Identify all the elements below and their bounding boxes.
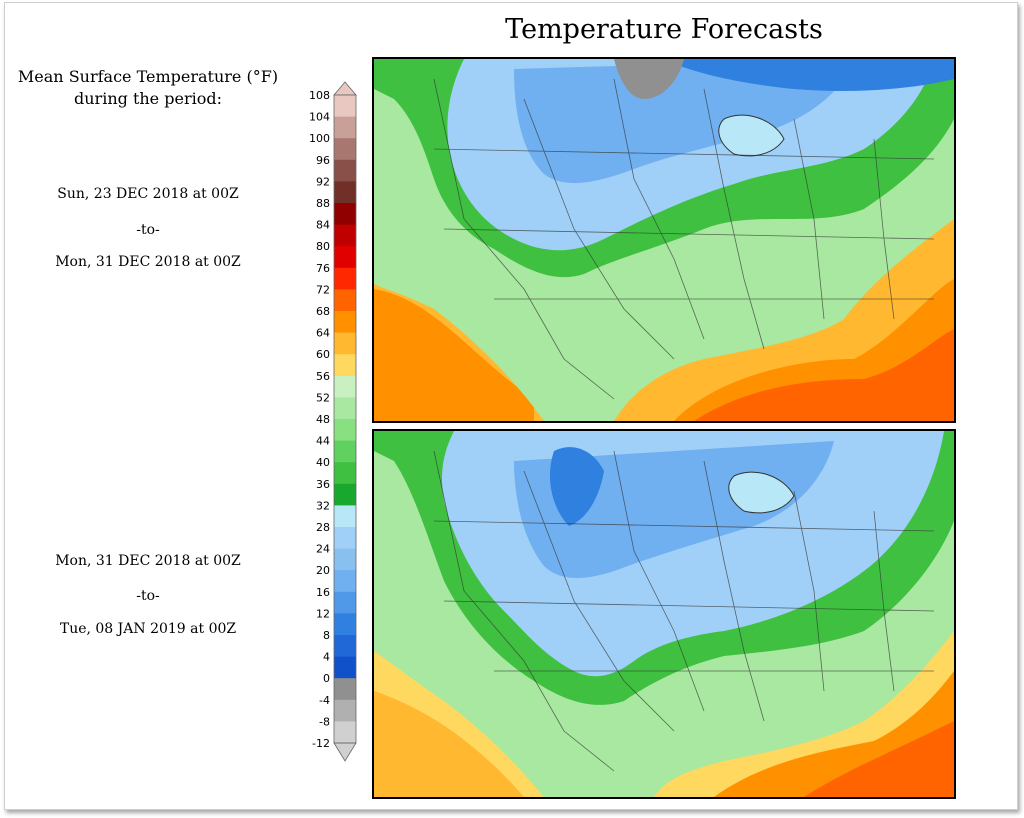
colorbar-swatch — [334, 527, 356, 550]
map2-rockies-cold — [549, 447, 604, 526]
colorbar-tick-label: 64 — [316, 327, 330, 340]
period2-start: Mon, 31 DEC 2018 at 00Z — [55, 553, 241, 569]
colorbar-swatch — [334, 678, 356, 701]
colorbar-tick-label: 84 — [316, 219, 330, 232]
colorbar-tick-label: 4 — [323, 651, 330, 664]
colorbar-swatch — [334, 181, 356, 204]
period2-end: Tue, 08 JAN 2019 at 00Z — [59, 621, 237, 637]
colorbar-swatch — [334, 354, 356, 377]
map-week2-svg — [374, 431, 954, 797]
colorbar-swatch — [334, 138, 356, 161]
period1-start: Sun, 23 DEC 2018 at 00Z — [57, 186, 239, 202]
map-week1-svg — [374, 59, 954, 421]
colorbar-tick-label: 44 — [316, 435, 330, 448]
colorbar-tick-label: 52 — [316, 391, 330, 404]
colorbar-tick-label: 104 — [309, 111, 330, 124]
legend-title-line2: during the period: — [74, 89, 222, 108]
legend-title: Mean Surface Temperature (°F) during the… — [6, 66, 290, 110]
figure-title: Temperature Forecasts — [505, 14, 823, 45]
colorbar-swatch — [334, 440, 356, 463]
colorbar-swatch — [334, 246, 356, 269]
colorbar-tick-label: -12 — [312, 737, 330, 750]
colorbar-tick-label: 68 — [316, 305, 330, 318]
colorbar-swatch — [334, 721, 356, 744]
colorbar-tick-label: 48 — [316, 413, 330, 426]
map2-sw-orange — [374, 691, 524, 797]
colorbar-swatch — [334, 635, 356, 658]
colorbar-tick-label: 28 — [316, 521, 330, 534]
colorbar-tick-label: 16 — [316, 586, 330, 599]
colorbar-bottom-arrow — [333, 742, 357, 762]
period1-separator: -to- — [136, 222, 160, 238]
colorbar-tick-label: 72 — [316, 283, 330, 296]
map1-state-borders — [433, 78, 935, 400]
period1-end: Mon, 31 DEC 2018 at 00Z — [55, 254, 241, 270]
colorbar-swatch — [334, 548, 356, 571]
colorbar-tick-label: 56 — [316, 370, 330, 383]
map2-se-red — [804, 721, 954, 797]
forecast-map-week1 — [372, 57, 956, 423]
colorbar-swatch — [334, 483, 356, 506]
colorbar-tick-label: 108 — [309, 89, 330, 102]
colorbar-swatch — [334, 116, 356, 139]
colorbar-tick-label: 100 — [309, 132, 330, 145]
map1-great-lakes — [718, 114, 785, 157]
colorbar-swatch — [334, 656, 356, 679]
colorbar-swatch — [334, 570, 356, 593]
map1-se-red — [694, 329, 954, 421]
map2-great-lakes — [728, 471, 795, 514]
colorbar-swatch — [334, 613, 356, 636]
colorbar-swatch — [334, 505, 356, 528]
colorbar-swatch — [334, 159, 356, 182]
colorbar-tick-label: 0 — [323, 672, 330, 685]
temperature-colorbar: 1081041009692888480767268646056524844403… — [309, 81, 357, 762]
colorbar-swatch — [334, 699, 356, 722]
colorbar-tick-label: 92 — [316, 175, 330, 188]
colorbar-tick-label: 76 — [316, 262, 330, 275]
colorbar-top-arrow — [333, 81, 357, 96]
colorbar-tick-label: -4 — [319, 694, 330, 707]
colorbar-swatch — [334, 95, 356, 118]
colorbar-swatch — [334, 289, 356, 312]
colorbar-tick-label: 60 — [316, 348, 330, 361]
colorbar-tick-label: 96 — [316, 154, 330, 167]
colorbar-swatch — [334, 375, 356, 398]
forecast-map-week2 — [372, 429, 956, 799]
map1-coldest-zone — [664, 59, 954, 91]
colorbar-swatch — [334, 419, 356, 442]
colorbar-tick-label: 12 — [316, 607, 330, 620]
colorbar-tick-label: 20 — [316, 564, 330, 577]
colorbar-tick-label: 88 — [316, 197, 330, 210]
period2-separator: -to- — [136, 588, 160, 604]
colorbar-swatch — [334, 203, 356, 226]
colorbar-swatch — [334, 224, 356, 247]
colorbar-tick-label: 40 — [316, 456, 330, 469]
colorbar-tick-label: 8 — [323, 629, 330, 642]
colorbar-swatch — [334, 311, 356, 334]
map1-subzero-zone — [614, 59, 684, 99]
legend-title-line1: Mean Surface Temperature (°F) — [17, 67, 279, 86]
colorbar-tick-label: 80 — [316, 240, 330, 253]
map1-sw-orange — [374, 289, 534, 421]
colorbar-tick-label: 24 — [316, 543, 330, 556]
colorbar-tick-label: -8 — [319, 715, 330, 728]
colorbar-swatch — [334, 267, 356, 290]
colorbar-tick-label: 32 — [316, 499, 330, 512]
colorbar-outline — [333, 94, 357, 744]
colorbar-swatch — [334, 591, 356, 614]
map2-state-borders — [433, 450, 935, 772]
colorbar-tick-label: 36 — [316, 478, 330, 491]
colorbar-swatch — [334, 397, 356, 420]
colorbar-swatch — [334, 332, 356, 355]
colorbar-swatch — [334, 462, 356, 485]
